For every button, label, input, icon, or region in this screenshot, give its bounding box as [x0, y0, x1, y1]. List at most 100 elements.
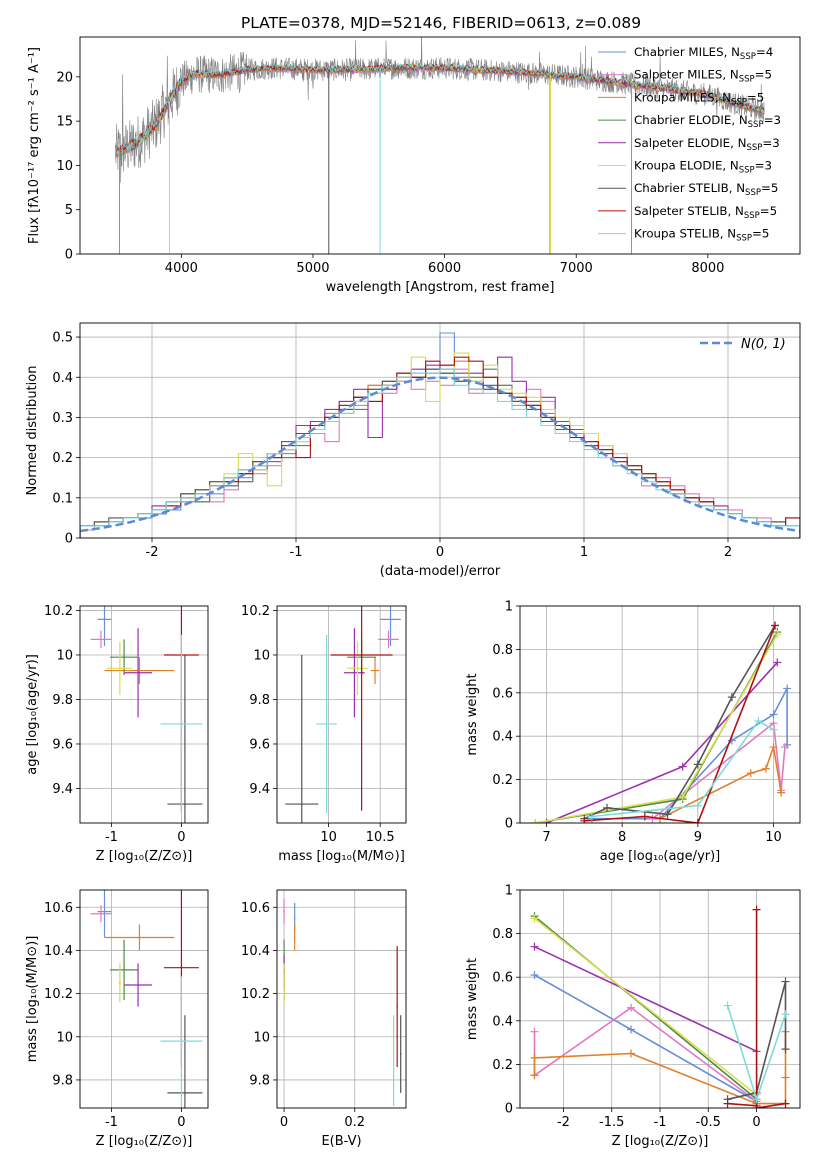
point-salp_stelib [396, 1005, 398, 1008]
weight-marker-krou_miles [777, 788, 786, 797]
weight-marker-salp_miles [780, 743, 789, 752]
x-tick-label: 7 [542, 830, 550, 845]
point-krou_miles [138, 936, 141, 939]
y-tick-label: 9.8 [52, 693, 73, 708]
weight-marker-salp_miles [627, 1003, 636, 1012]
weight-marker-krou_stelib [769, 725, 778, 734]
y-tick-label: 0 [65, 532, 73, 547]
y-tick-label: 10.6 [44, 901, 73, 916]
x-tick-label: 4000 [165, 261, 198, 276]
weight-line-salp_stelib [584, 625, 776, 823]
y-tick-label: 0.2 [52, 451, 73, 466]
x-tick-label: -1 [105, 1115, 118, 1130]
weight-marker-chab_miles [530, 971, 539, 980]
x-tick-label: 8000 [691, 261, 724, 276]
y-tick-label: 15 [56, 115, 73, 130]
y-axis-label: mass weight [465, 958, 480, 1040]
y-tick-label: 10.4 [241, 944, 270, 959]
point-krou_stelib [180, 1040, 183, 1042]
y-tick-label: 1 [505, 600, 513, 615]
weight-marker-chab_stelib [781, 1045, 790, 1054]
weight-marker-chab_miles [627, 1025, 636, 1034]
point-krou_elodie [356, 667, 359, 670]
x-axis-label: Z [log₁₀(Z/Z⊙)] [96, 1134, 193, 1149]
y-tick-label: 1 [505, 884, 513, 899]
residuals-plot-area [80, 332, 800, 538]
legend-entry-krou_stelib: Kroupa STELIB, NSSP=5 [634, 227, 769, 244]
weight-marker-krou_miles [530, 1071, 539, 1080]
legend-entry-chab_elodie: Chabrier ELODIE, NSSP=3 [634, 113, 781, 130]
weight-marker-salp_stelib [771, 621, 780, 630]
x-axis-label: wavelength [Angstrom, rest frame] [326, 280, 555, 295]
x-tick-label: -2 [557, 1115, 570, 1130]
x-tick-label: 8 [618, 830, 626, 845]
age_vs_mass-plot-area [285, 606, 401, 823]
y-tick-label: 10.2 [241, 987, 270, 1002]
point-salp_miles [387, 638, 390, 641]
point-krou_miles [138, 669, 141, 672]
point-krou_stelib [180, 723, 183, 725]
y-tick-label: 0 [505, 1102, 513, 1117]
axes-frame [519, 605, 801, 824]
x-axis-label: E(B-V) [321, 1134, 361, 1149]
x-tick-label: 10 [320, 830, 337, 845]
age_vs_mass-chart: 10 10.5 9.4 9.6 9.8 10 10.2 mass [log₁₀(M/M⊙)] [241, 604, 407, 864]
y-tick-label: 9.4 [249, 782, 270, 797]
x-tick-label: 2 [724, 545, 732, 560]
weight-line-krou_elodie [534, 633, 778, 823]
weight-line-chab_stelib [583, 625, 776, 820]
y-tick-label: 0.8 [492, 927, 513, 942]
weight-marker-krou_elodie [531, 819, 540, 823]
y-tick-label: 0.6 [492, 686, 513, 701]
weight-marker-krou_elodie [678, 792, 687, 801]
legend-entry-krou_miles: Kroupa MILES, NSSP=5 [634, 90, 764, 107]
weight-marker-salp_elodie [773, 658, 782, 667]
point-salp_elodie [353, 671, 356, 674]
weight-marker-chab_miles [783, 684, 792, 693]
y-tick-label: 0.2 [492, 1058, 513, 1073]
y-tick-label: 10 [253, 1030, 270, 1045]
x-tick-label: 5000 [296, 261, 329, 276]
mass_weight_vs_Z-chart: -2 -1.5 -1 -0.5 0 0 0.2 0.4 0.6 0.8 1 Z [log₁₀(Z/Z⊙… [465, 884, 801, 1149]
x-axis-label: Z [log₁₀(Z/Z⊙)] [612, 1134, 709, 1149]
residuals-chart: -2 -1 0 1 2 0 0.1 0.2 0.3 0.4 0.5 (data-model)/erro… [25, 322, 801, 579]
y-tick-label: 10.6 [241, 901, 270, 916]
weight-line-chab_elodie [533, 915, 758, 1100]
legend-entry-chab_stelib: Chabrier STELIB, NSSP=5 [634, 181, 778, 198]
y-tick-label: 10 [56, 159, 73, 174]
weight-marker-krou_stelib [693, 801, 702, 810]
x-tick-label: -1 [290, 545, 303, 560]
histogram-krou_stelib [80, 368, 800, 538]
x-axis-label: mass [log₁₀(M/M⊙)] [278, 849, 405, 864]
y-tick-label: 9.4 [52, 782, 73, 797]
point-salp_miles [283, 910, 285, 913]
y-axis-label: Normed distribution [25, 366, 40, 496]
point-chab_miles [103, 910, 106, 913]
point-chab_stelib [399, 1053, 402, 1055]
legend-entry-chab_miles: Chabrier MILES, NSSP=4 [634, 45, 773, 62]
point-salp_miles [100, 912, 102, 915]
point-salp_stelib [180, 966, 183, 969]
point-krou_miles [374, 669, 376, 672]
y-tick-label: 5 [65, 203, 73, 218]
y-axis-label: mass weight [465, 673, 480, 755]
point-krou_elodie [119, 667, 121, 670]
weight-marker-salp_miles [648, 814, 657, 823]
x-tick-label: 1 [580, 545, 588, 560]
point-chab_miles [389, 618, 392, 621]
x-tick-label: -2 [146, 545, 159, 560]
mass_vs_ebv-chart: 0 0.2 9.8 10 10.2 10.4 10.6 E(B-V) [241, 889, 407, 1149]
y-tick-label: 0.8 [492, 643, 513, 658]
model-line-krou_stelib [115, 62, 764, 156]
weight-marker-chab_miles [769, 710, 778, 719]
x-tick-label: 0 [177, 830, 185, 845]
x-tick-label: 7000 [560, 261, 593, 276]
x-axis-label: age [log₁₀(age/yr)] [600, 849, 721, 864]
x-tick-label: 0 [752, 1115, 760, 1130]
y-tick-label: 10 [56, 648, 73, 663]
point-salp_elodie [137, 984, 139, 986]
y-tick-label: 0.2 [492, 773, 513, 788]
x-axis-label: (data-model)/error [380, 564, 501, 579]
